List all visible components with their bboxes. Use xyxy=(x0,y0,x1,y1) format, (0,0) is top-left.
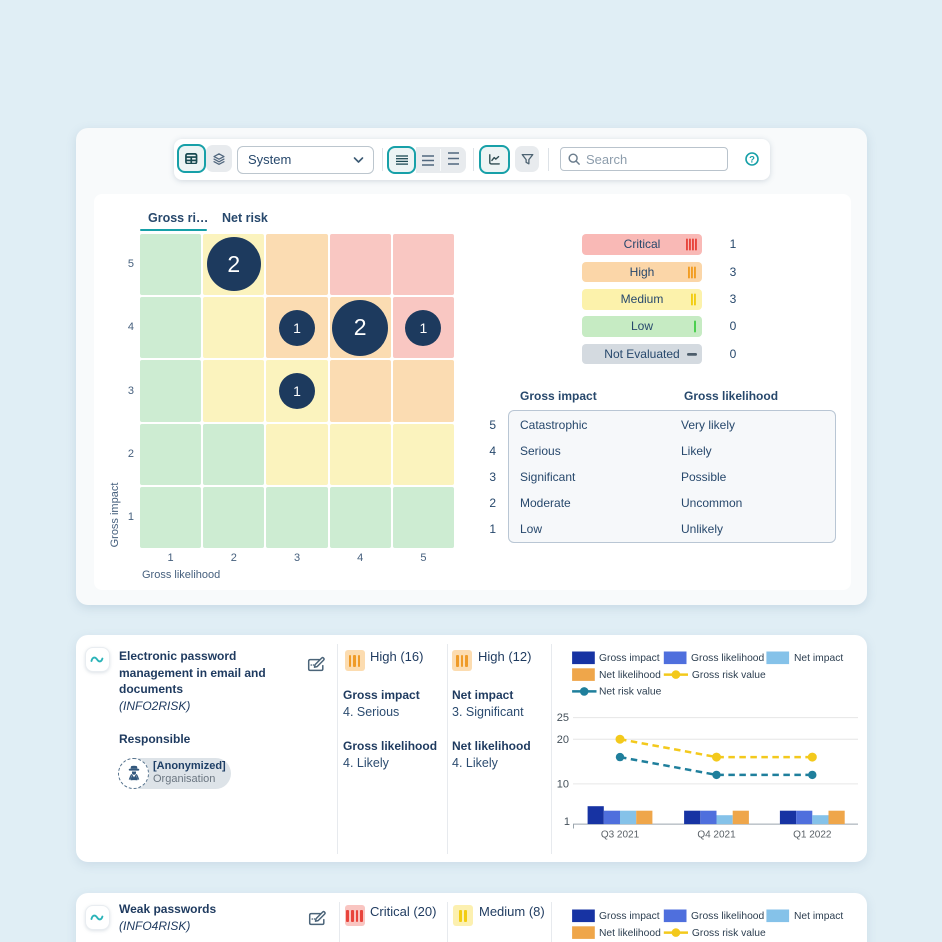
svg-text:Net impact: Net impact xyxy=(794,653,843,664)
svg-text:Gross risk value: Gross risk value xyxy=(692,928,766,939)
svg-text:Gross risk value: Gross risk value xyxy=(692,670,766,681)
svg-text:Q1 2022: Q1 2022 xyxy=(793,830,832,841)
svg-text:Net impact: Net impact xyxy=(794,911,843,922)
svg-text:Q4 2021: Q4 2021 xyxy=(697,830,736,841)
svg-text:1: 1 xyxy=(564,816,570,828)
svg-text:10: 10 xyxy=(557,778,569,790)
svg-text:Q3 2021: Q3 2021 xyxy=(601,830,640,841)
svg-text:20: 20 xyxy=(557,734,569,746)
svg-text:Net likelihood: Net likelihood xyxy=(599,928,661,939)
svg-text:Gross likelihood: Gross likelihood xyxy=(691,911,765,922)
svg-text:Net likelihood: Net likelihood xyxy=(599,670,661,681)
svg-text:Gross impact: Gross impact xyxy=(599,653,660,664)
svg-text:Net risk value: Net risk value xyxy=(599,687,662,698)
svg-text:25: 25 xyxy=(557,712,569,724)
svg-text:Gross likelihood: Gross likelihood xyxy=(691,653,765,664)
svg-text:?: ? xyxy=(749,154,755,165)
svg-text:Gross impact: Gross impact xyxy=(599,911,660,922)
